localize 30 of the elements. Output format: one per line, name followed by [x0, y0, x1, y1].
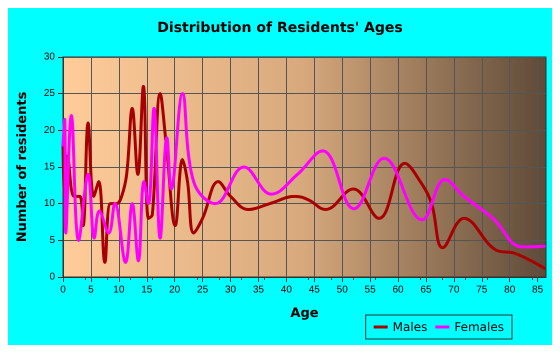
x-tick-label: 45	[308, 284, 320, 296]
x-tick-label: 50	[336, 284, 348, 296]
x-tick-label: 10	[113, 284, 125, 296]
x-tick-label: 55	[364, 284, 376, 296]
y-tick-label: 20	[44, 124, 56, 136]
x-axis-title: Age	[290, 306, 319, 321]
x-tick-label: 5	[88, 284, 94, 296]
y-tick-label: 0	[49, 272, 56, 282]
y-axis-title: Number of residents	[15, 91, 30, 242]
legend-label: Females	[454, 320, 504, 334]
x-tick-label: 30	[224, 284, 237, 296]
x-tick-label: 65	[420, 284, 432, 296]
x-tick-label: 25	[197, 284, 209, 296]
x-tick-label: 75	[476, 284, 488, 296]
legend-label: Males	[392, 320, 428, 334]
x-tick-label: 70	[448, 284, 460, 296]
y-tick-label: 10	[44, 198, 56, 210]
x-tick-label: 85	[532, 284, 544, 296]
x-tick-label: 35	[252, 284, 264, 296]
y-tick-label: 5	[49, 234, 56, 246]
x-tick-label: 80	[504, 284, 516, 296]
x-tick-label: 60	[392, 284, 404, 296]
y-tick-label: 25	[44, 88, 56, 100]
y-tick-label: 15	[44, 162, 56, 172]
chart-title: Distribution of Residents' Ages	[157, 20, 403, 36]
y-tick-label: 30	[44, 52, 56, 62]
x-tick-label: 40	[280, 284, 292, 296]
x-tick-label: 20	[169, 284, 181, 296]
x-tick-label: 0	[60, 284, 66, 296]
x-tick-label: 15	[141, 284, 153, 296]
